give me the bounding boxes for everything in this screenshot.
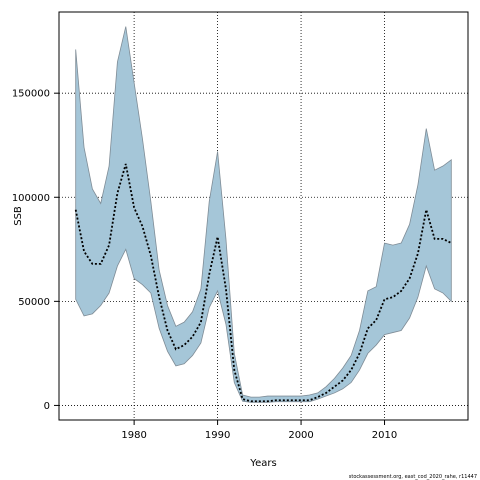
ssb-estimate-line	[74, 163, 452, 403]
plot-frame	[58, 11, 469, 421]
x-axis-label: Years	[249, 458, 276, 469]
x-tick-label-1990: 1990	[205, 430, 230, 441]
confidence-band-layer	[75, 26, 452, 403]
y-tick-label-150000: 150000	[12, 89, 50, 100]
source-note: stockassessment.org, east_cod_2020_rahe,…	[349, 474, 477, 480]
x-tick-label-2000: 2000	[288, 430, 313, 441]
y-tick-label-50000: 50000	[18, 297, 50, 308]
x-tick-label-2010: 2010	[372, 430, 397, 441]
x-tick-label-1980: 1980	[121, 430, 146, 441]
y-axis-label: SSB	[13, 206, 24, 226]
confidence-band	[75, 26, 452, 403]
axis-layer: 1980 1990 2000 2010 0 50000 100000 150000	[12, 89, 397, 441]
estimate-line-layer	[74, 163, 452, 403]
y-tick-label-100000: 100000	[12, 193, 50, 204]
y-tick-label-0: 0	[44, 401, 50, 412]
